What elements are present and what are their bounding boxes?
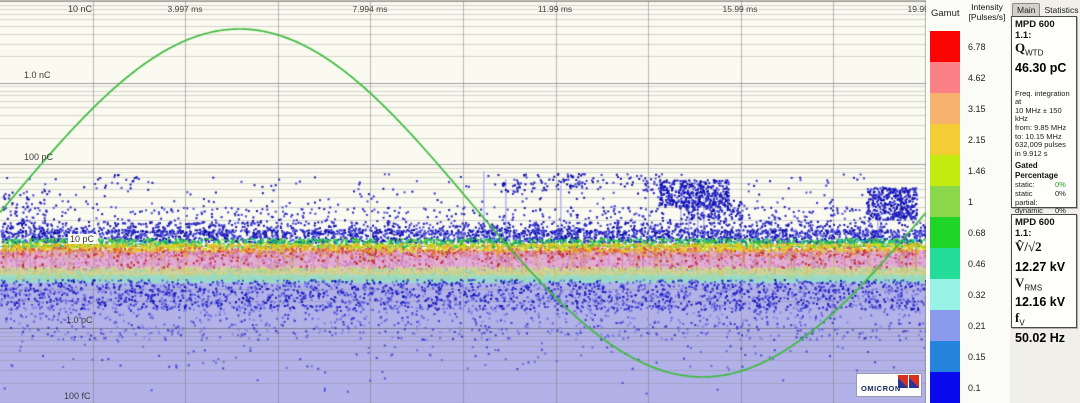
omicron-logo: OMICRON: [856, 373, 922, 397]
intensity-header-line2: [Pulses/s]: [968, 12, 1006, 22]
measurement-panel-charge: MPD 600 1.1: QWTD 46.30 pC Freq. integra…: [1011, 16, 1077, 281]
frequency-symbol: fV: [1015, 310, 1025, 328]
freq-line: to: 10.15 MHz: [1015, 131, 1062, 141]
gamut-swatch: [930, 310, 960, 341]
gamut-value-label: 0.68: [968, 228, 986, 238]
omicron-logo-icon: [898, 375, 919, 388]
q-wtd-symbol: QWTD: [1015, 40, 1044, 58]
panel1-title: MPD 600 1.1:: [1015, 19, 1055, 41]
gamut-value-label: 0.21: [968, 321, 986, 331]
gamut-swatch: [930, 62, 960, 93]
gamut-value-label: 4.62: [968, 73, 986, 83]
gamut-value-label: 1: [968, 197, 974, 207]
freq-integration-block: Freq. integration at 10 MHz ± 150 kHz fr…: [1015, 88, 1073, 159]
gamut-value-label: 3.15: [968, 104, 986, 114]
gamut-value-label: 0.1: [968, 383, 981, 393]
gamut-swatch: [930, 372, 960, 403]
intensity-header-line1: Intensity: [971, 2, 1003, 12]
gamut-swatch: [930, 248, 960, 279]
freq-line: from: 9.85 MHz: [1015, 122, 1067, 132]
gamut-color-scale: [930, 31, 960, 403]
y-tick-label: 1.0 pC: [66, 315, 93, 325]
y-tick-label: 100 pC: [24, 152, 54, 162]
x-tick-label: 7.994 ms: [352, 4, 388, 14]
y-tick-label: 100 fC: [64, 391, 91, 401]
y-tick-label: 10 pC: [68, 234, 97, 244]
y-tick-label: 1.0 nC: [24, 70, 51, 80]
freq-line: Freq. integration at: [1015, 88, 1070, 107]
panel2-title: MPD 600 1.1:: [1015, 217, 1055, 239]
gamut-value-label: 1.46: [968, 166, 986, 176]
gamut-value-label: 0.46: [968, 259, 986, 269]
freq-line: in 9.912 s: [1015, 148, 1048, 158]
intensity-header: Intensity [Pulses/s]: [964, 2, 1010, 22]
gated-percentage-title: Gated Percentage: [1015, 161, 1059, 181]
gamut-swatch: [930, 341, 960, 372]
q-wtd-value: 46.30 pC: [1015, 60, 1067, 75]
freq-line: 10 MHz ± 150 kHz: [1015, 105, 1062, 124]
tab-main[interactable]: Main: [1012, 3, 1041, 16]
gamut-swatch: [930, 31, 960, 62]
gamut-value-label: 2.15: [968, 135, 986, 145]
gamut-swatch: [930, 124, 960, 155]
gamut-value-label: 6.78: [968, 42, 986, 52]
y-tick-label: 10 nC: [68, 4, 93, 14]
x-tick-label: 15.99 ms: [722, 4, 758, 14]
gamut-swatch: [930, 279, 960, 310]
gamut-value-label: 0.32: [968, 290, 986, 300]
v-rms-value: 12.16 kV: [1015, 295, 1066, 310]
x-tick-label: 11.99 ms: [537, 4, 573, 14]
tab-bar: Main Statistics: [1012, 1, 1080, 16]
gamut-swatch: [930, 93, 960, 124]
gamut-value-label: 0.15: [968, 352, 986, 362]
gamut-swatch: [930, 217, 960, 248]
omicron-logo-text: OMICRON: [861, 384, 901, 393]
gated-row-static: static: 0%: [1015, 180, 1066, 190]
gamut-legend: Gamut Intensity [Pulses/s] 6.78 4.62 3.15 2…: [926, 0, 1010, 403]
x-tick-label: 19.99 ms: [907, 4, 926, 14]
gamut-swatch: [930, 186, 960, 217]
gated-row-dynamic: dynamic 0%: [1015, 206, 1066, 216]
freq-line: 632,009 pulses: [1015, 140, 1066, 150]
gamut-title: Gamut: [931, 8, 960, 19]
right-sidebar: Main Statistics MPD 600 1.1: QWTD 46.30 …: [1010, 0, 1080, 403]
tab-statistics[interactable]: Statistics: [1044, 5, 1079, 15]
gamut-swatch: [930, 155, 960, 186]
measurement-panel-voltage: MPD 600 1.1: V̂/√2 12.27 kV VRMS 12.16 k…: [1011, 214, 1077, 345]
x-tick-label: 3.997 ms: [167, 4, 203, 14]
frequency-value: 50.02 Hz: [1015, 330, 1066, 345]
pd-plot: 3.997 ms 7.994 ms 11.99 ms 15.99 ms 19.99 ms…: [0, 0, 926, 403]
v-peak-value: 12.27 kV: [1015, 259, 1066, 274]
v-peak-symbol: V̂/√2: [1015, 239, 1042, 254]
v-rms-symbol: VRMS: [1015, 274, 1043, 293]
gated-row-static-partial: static partial: 0%: [1015, 188, 1066, 207]
pd-intensity-canvas: [0, 1, 926, 403]
